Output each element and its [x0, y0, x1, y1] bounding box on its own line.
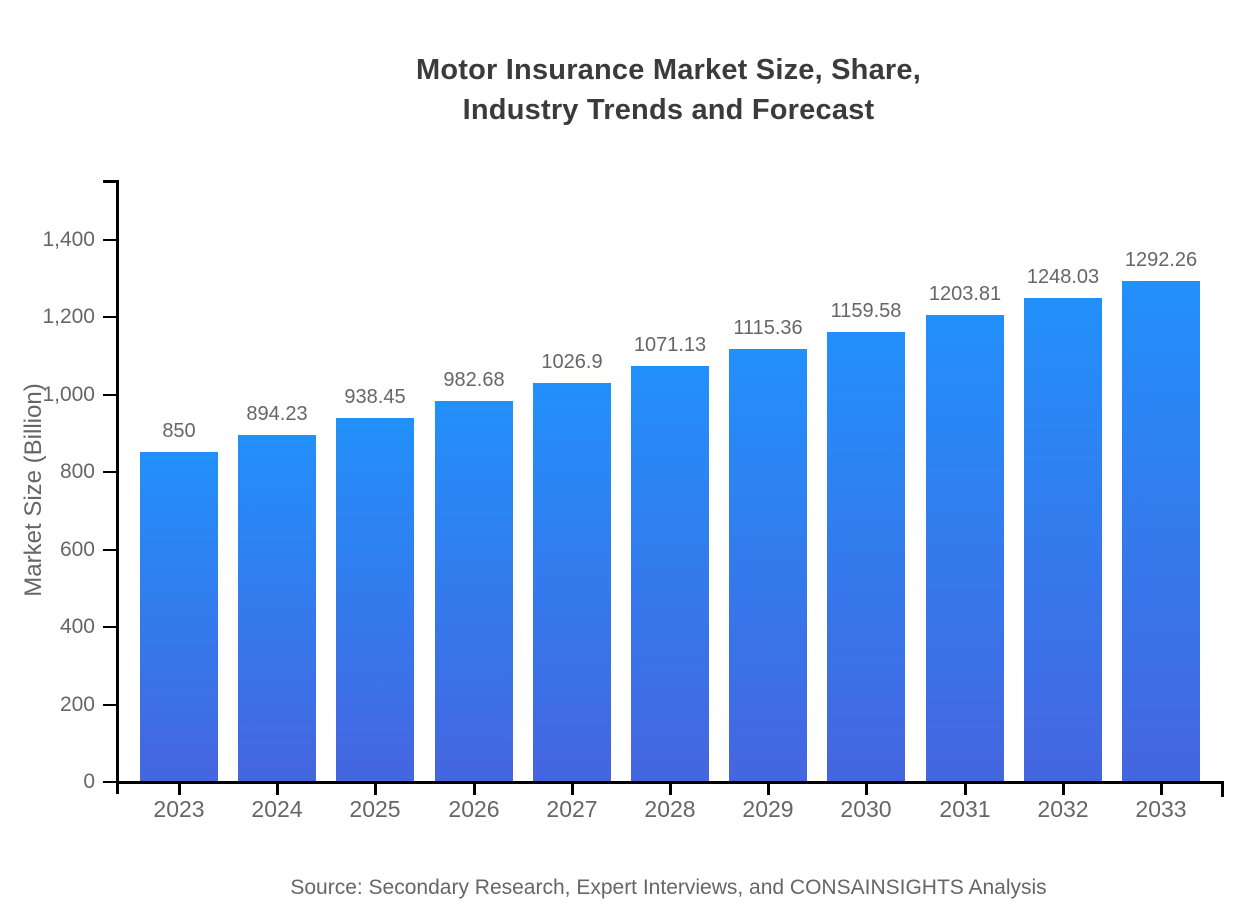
bar-value-label: 850	[162, 420, 196, 442]
x-tick-label: 2032	[1037, 796, 1089, 822]
y-tick	[103, 549, 116, 551]
x-axis	[116, 781, 1224, 784]
x-tick-label: 2031	[939, 796, 991, 822]
bar-value-label: 1115.36	[733, 317, 803, 339]
bar	[435, 401, 513, 781]
chart-title-line1: Motor Insurance Market Size, Share,	[416, 54, 921, 86]
x-tick-label: 2025	[349, 796, 401, 822]
source-note: Source: Secondary Research, Expert Inter…	[290, 876, 1047, 899]
x-tick-label: 2033	[1135, 796, 1187, 822]
bar-value-label: 1159.58	[830, 300, 902, 322]
bar	[140, 452, 218, 781]
x-tick	[571, 784, 574, 795]
y-tick-label: 1,000	[42, 383, 95, 406]
x-tick-label: 2030	[840, 796, 892, 822]
y-tick	[103, 239, 116, 241]
bar	[827, 332, 905, 781]
x-tick	[374, 784, 377, 795]
x-tick	[276, 784, 279, 795]
y-tick-label: 400	[59, 615, 95, 638]
x-tick	[473, 784, 476, 795]
x-tick	[1160, 784, 1163, 795]
y-axis	[116, 180, 119, 794]
x-tick-label: 2028	[644, 796, 696, 822]
bar-value-label: 1248.03	[1026, 266, 1100, 288]
y-tick-label: 800	[59, 460, 95, 483]
bar-value-label: 1026.9	[541, 351, 603, 373]
bar	[631, 366, 709, 781]
x-tick	[767, 784, 770, 795]
x-tick	[669, 784, 672, 795]
x-axis-end-tick	[1221, 781, 1224, 797]
bar	[926, 315, 1004, 781]
chart-title-line2: Industry Trends and Forecast	[462, 94, 875, 126]
chart-title: Motor Insurance Market Size, Share, Indu…	[116, 50, 1221, 130]
x-tick	[178, 784, 181, 795]
bar	[1122, 281, 1200, 781]
bar-value-label: 1203.81	[928, 283, 1002, 305]
bar	[729, 349, 807, 781]
y-tick	[103, 316, 116, 318]
y-tick	[103, 471, 116, 473]
y-tick-label: 600	[59, 538, 95, 561]
y-tick-label: 0	[83, 770, 95, 793]
x-tick-label: 2024	[251, 796, 303, 822]
bar	[336, 418, 414, 781]
x-tick-label: 2026	[448, 796, 500, 822]
x-tick-label: 2029	[742, 796, 794, 822]
x-tick	[1062, 784, 1065, 795]
x-tick	[964, 784, 967, 795]
y-tick	[103, 626, 116, 628]
x-tick-label: 2023	[153, 796, 205, 822]
bar-value-label: 894.23	[246, 403, 308, 425]
bar-value-label: 1292.26	[1124, 249, 1198, 271]
x-tick	[865, 784, 868, 795]
y-tick-label: 1,400	[42, 228, 95, 251]
bar-value-label: 938.45	[344, 386, 406, 408]
y-tick-label: 1,200	[42, 305, 95, 328]
bar	[533, 383, 611, 781]
bar-value-label: 982.68	[443, 369, 505, 391]
y-tick-label: 200	[59, 693, 95, 716]
y-axis-top-cap	[103, 180, 119, 183]
y-tick	[103, 781, 116, 783]
x-tick-label: 2027	[546, 796, 598, 822]
bar	[238, 435, 316, 781]
y-tick	[103, 394, 116, 396]
bar-value-label: 1071.13	[633, 334, 707, 356]
y-tick	[103, 704, 116, 706]
bar	[1024, 298, 1102, 781]
